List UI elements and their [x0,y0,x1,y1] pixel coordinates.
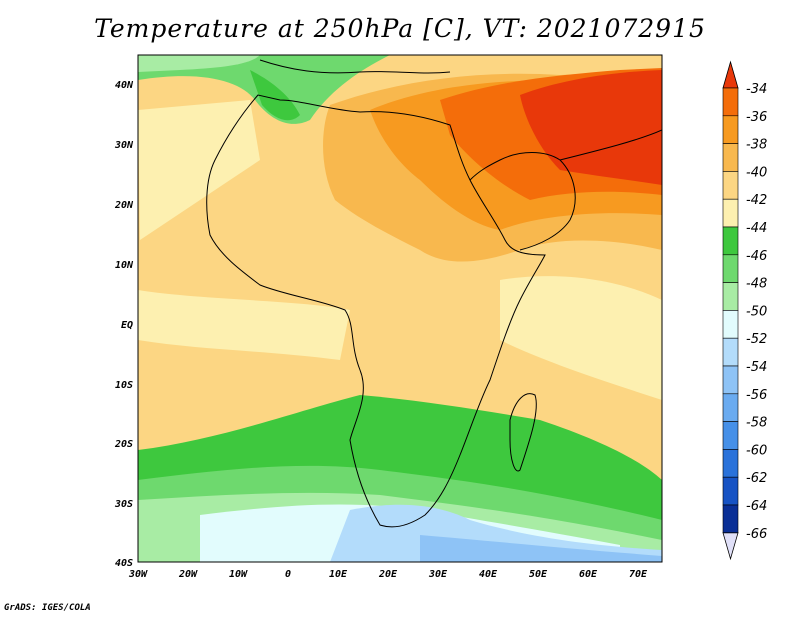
lon-tick-label: 30W [128,569,148,580]
lon-tick-label: 30E [428,569,448,580]
colorbar-label: -64 [746,499,767,514]
coastlines [206,59,662,528]
colorbar-label: -46 [746,249,767,264]
colorbar-segment [722,282,739,311]
madagascar-coastline [509,393,537,472]
colorbar-segment [722,365,739,395]
colorbar-label: -66 [746,527,767,542]
colorbar: -34 -36 -38 -40 -42 -44 -46 -48 -50 -52 -54 -56 -58 -… [722,60,767,561]
mediterranean-coast [259,59,451,74]
lon-tick-label: 20W [178,569,198,580]
colorbar-segment [722,87,739,117]
lon-tick-label: 20E [378,569,398,580]
lat-tick-label: 10S [115,380,133,391]
field-band-lightgreen-north [138,55,260,72]
credit-text: GrADS: IGES/COLA [4,603,91,613]
colorbar-segment [722,310,739,339]
colorbar-label: -52 [746,332,767,347]
colorbar-segment [722,393,739,422]
lon-tick-label: 10W [229,569,248,580]
colorbar-label: -36 [746,110,767,125]
colorbar-label: -44 [746,221,767,236]
colorbar-segment [722,449,739,478]
lat-tick-label: 40S [115,558,133,569]
colorbar-label: -56 [746,388,767,403]
colorbar-label: -38 [746,138,767,153]
colorbar-segment [722,143,739,172]
field-band-blue-south [330,504,662,562]
colorbar-segment [722,421,739,450]
colorbar-top-arrow [722,60,739,89]
lat-tick-label: 20S [114,439,133,450]
colorbar-label: -58 [746,416,767,431]
colorbar-segment [722,337,739,367]
map-frame [137,54,663,563]
lon-tick-label: 40E [479,569,498,580]
colorbar-label: -40 [746,165,767,180]
colorbar-segment [722,198,739,228]
colorbar-label: -48 [746,277,767,292]
colorbar-segment [722,504,739,534]
temperature-field [138,55,662,562]
field-band-midblue-south [420,535,662,562]
chart-title: Temperature at 250hPa [C], VT: 202107291… [94,14,706,43]
colorbar-label: -60 [746,443,767,458]
lat-tick-label: 20N [114,200,134,211]
lat-tick-label: EQ [121,320,133,331]
lon-tick-label: 60E [579,569,598,580]
colorbar-label: -62 [746,471,767,486]
colorbar-segment [722,171,739,200]
lat-tick-label: 30N [114,140,134,151]
lon-tick-label: 50E [529,569,548,580]
lat-tick-label: 30S [114,499,133,510]
lon-axis: 30W 20W 10W 0 10E 20E 30E 40E 50E 60E 70… [128,569,648,580]
colorbar-bottom-arrow [722,532,739,561]
lon-tick-label: 70E [629,569,648,580]
lat-tick-label: 40N [115,80,134,91]
field-band-darkgreen-north [250,70,300,121]
colorbar-segment [722,254,739,283]
lon-tick-label: 10E [329,569,348,580]
africa-coastline [206,94,546,528]
field-band-light-west [138,100,260,240]
colorbar-label: -54 [746,360,767,375]
colorbar-label: -50 [746,304,767,319]
lat-tick-label: 10N [115,260,134,271]
colorbar-segment [722,115,739,144]
lon-tick-label: 0 [285,569,291,580]
field-band-light-indian [500,276,662,400]
asia-coast [559,129,662,161]
colorbar-segment [722,476,739,506]
field-band-light-equator [138,290,350,360]
colorbar-label: -34 [746,82,767,97]
lat-axis: 40N 30N 20N 10N EQ 10S 20S 30S 40S [114,80,134,569]
colorbar-label: -42 [746,193,767,208]
field-band-deepred [520,70,662,185]
colorbar-segment [722,226,739,256]
